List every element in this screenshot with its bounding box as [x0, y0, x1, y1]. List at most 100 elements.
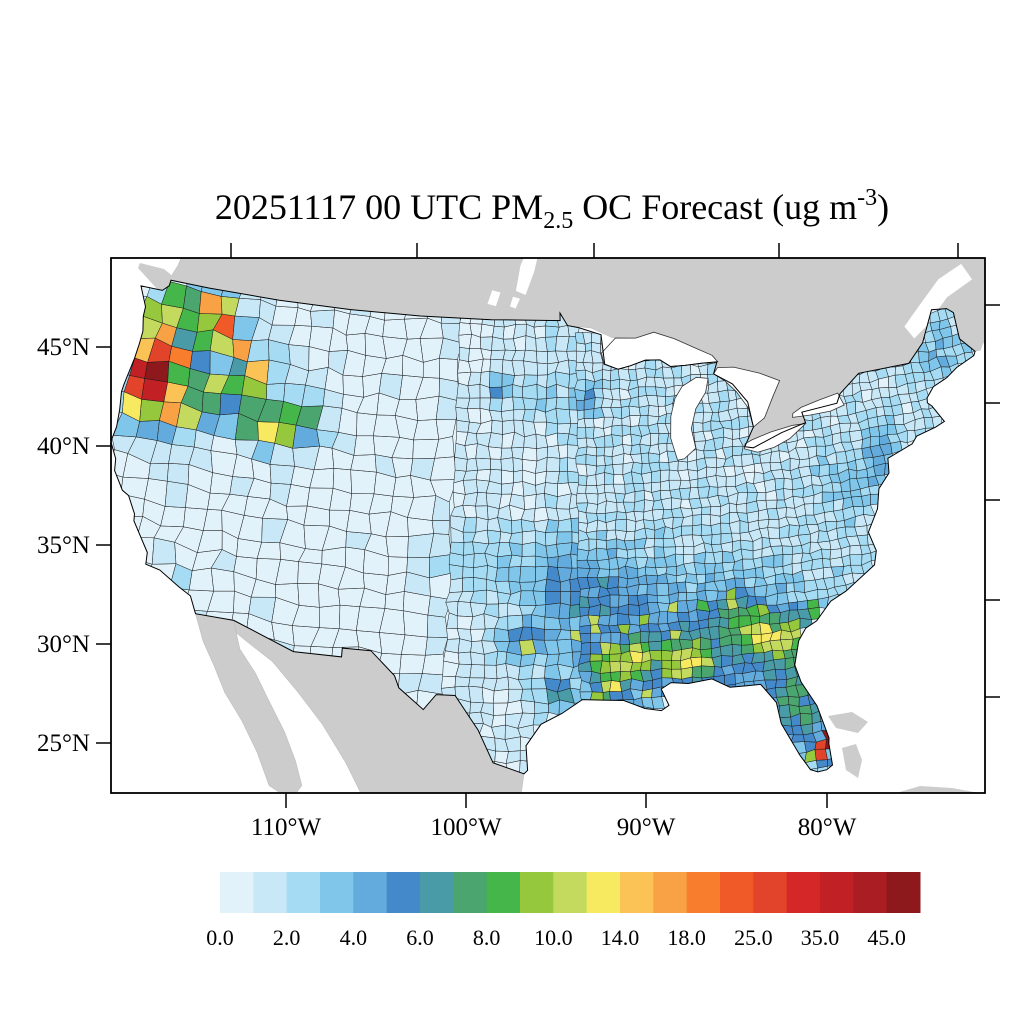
colorbar-tick-label: 18.0 — [667, 925, 706, 950]
county-cell — [869, 436, 881, 448]
county-cell — [479, 370, 491, 388]
colorbar-tick-label: 45.0 — [867, 925, 906, 950]
county-cell — [512, 457, 524, 473]
colorbar-segment — [886, 872, 921, 913]
county-cell — [544, 602, 561, 619]
county-cell — [456, 420, 470, 433]
county-cell — [167, 463, 190, 485]
county-cell — [769, 612, 781, 625]
plot-title: 20251117 00 UTC PM2.5 OC Forecast (ug m-… — [215, 185, 889, 234]
county-cell — [578, 474, 588, 486]
county-cell — [454, 457, 468, 472]
county-cell — [458, 322, 472, 336]
county-cell — [638, 415, 649, 427]
county-cell — [711, 533, 722, 545]
county-cell — [297, 561, 323, 585]
county-cell — [266, 382, 286, 402]
county-cell — [580, 642, 591, 655]
county-cell — [649, 650, 663, 662]
county-cell — [655, 386, 667, 397]
county-cell — [479, 397, 491, 411]
colorbar-segment — [720, 872, 754, 913]
lake-3 — [743, 423, 807, 453]
county-cell — [464, 443, 478, 460]
colorbar-segment — [386, 872, 421, 913]
county-cell — [709, 506, 722, 517]
county-cell — [648, 631, 662, 643]
county-cell — [164, 480, 189, 508]
county-cell — [711, 543, 723, 554]
county-cell — [662, 537, 676, 548]
county-cell — [772, 649, 786, 661]
county-cell — [704, 457, 717, 469]
county-cell — [610, 632, 621, 645]
county-cell — [579, 632, 591, 644]
county-cell — [521, 530, 536, 545]
county-cell — [614, 518, 627, 532]
canada-water-1 — [487, 290, 501, 307]
county-cell — [462, 479, 478, 495]
county-cell — [491, 714, 506, 728]
county-cell — [306, 487, 334, 511]
island-2 — [842, 744, 862, 778]
county-cell — [462, 504, 477, 518]
county-cell — [612, 463, 624, 476]
county-cell — [520, 555, 536, 568]
county-cell — [674, 546, 684, 555]
county-cell — [731, 644, 742, 657]
county-cell — [413, 419, 440, 441]
county-cell — [555, 408, 572, 425]
county-cell — [597, 614, 611, 627]
county-cell — [458, 346, 470, 362]
county-cell — [585, 502, 598, 514]
county-cell — [353, 435, 376, 456]
county-cell — [523, 494, 537, 510]
county-cell — [710, 638, 721, 650]
county-cell — [144, 360, 170, 383]
county-cell — [462, 516, 477, 533]
county-cell — [609, 642, 622, 655]
county-cell — [531, 664, 546, 679]
county-cell — [338, 407, 358, 437]
colorbar-segment — [520, 872, 554, 913]
county-cell — [656, 395, 666, 407]
county-cell — [534, 493, 547, 509]
county-cell — [912, 372, 926, 383]
county-cell — [480, 323, 495, 338]
county-cell — [489, 386, 503, 399]
county-cell — [489, 358, 504, 374]
county-cell — [701, 665, 715, 679]
county-cell — [632, 483, 645, 492]
county-cell — [792, 545, 804, 555]
county-cell — [201, 391, 222, 416]
county-cell — [841, 490, 852, 499]
county-cell — [467, 407, 482, 424]
county-cell — [691, 524, 702, 536]
colorbar-segment — [786, 872, 821, 913]
county-cell — [468, 685, 484, 704]
county-cell — [690, 656, 702, 668]
map-canvas — [111, 258, 985, 793]
colorbar-segment — [686, 872, 721, 913]
county-cell — [545, 531, 558, 547]
county-cell — [448, 564, 464, 581]
county-cell — [658, 461, 670, 471]
county-cell — [555, 396, 570, 411]
county-cell — [878, 424, 888, 438]
county-cell — [660, 469, 670, 483]
county-cell — [713, 571, 726, 582]
county-cell — [523, 349, 538, 364]
county-cell — [716, 590, 728, 601]
colorbar-segment — [853, 872, 888, 913]
county-cell — [731, 428, 741, 440]
county-cell — [714, 562, 724, 574]
county-cell — [489, 397, 503, 412]
county-cell — [609, 660, 622, 673]
county-cell — [511, 519, 523, 534]
county-cell — [701, 506, 712, 515]
county-cell — [703, 449, 717, 459]
lat-tick-label: 45°N — [37, 334, 90, 361]
county-cell — [704, 572, 715, 584]
